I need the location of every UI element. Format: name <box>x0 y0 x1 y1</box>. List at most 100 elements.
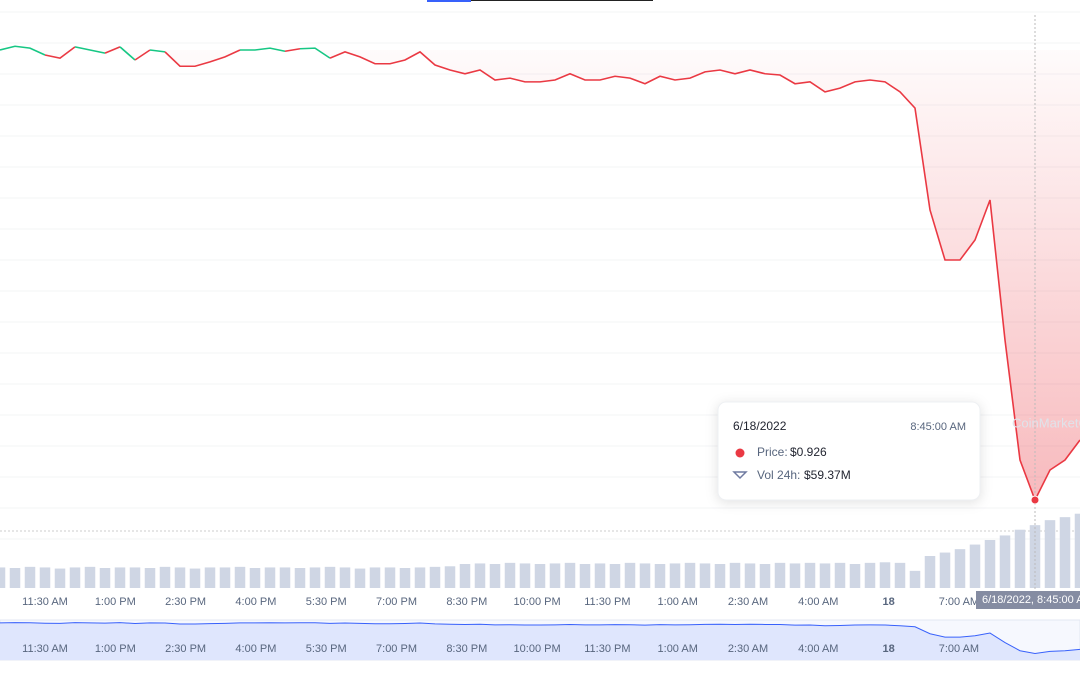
nav-tick-label: 11:30 AM <box>22 643 68 655</box>
nav-tick-label: 5:30 PM <box>306 643 347 655</box>
volume-bar <box>1074 513 1080 588</box>
crosshair-label: 6/18/2022, 8:45:00 AM <box>982 594 1080 606</box>
volume-bar <box>954 549 966 588</box>
volume-bar <box>69 567 81 588</box>
volume-bar <box>999 535 1011 588</box>
volume-bar <box>1014 529 1026 588</box>
volume-bar <box>264 567 276 588</box>
volume-bar <box>759 564 771 588</box>
volume-bar <box>324 566 336 588</box>
price-line <box>74 46 106 54</box>
volume-bar <box>309 567 321 588</box>
volume-bar <box>909 570 921 588</box>
tooltip-vol-icon <box>732 471 748 480</box>
price-line <box>149 49 166 53</box>
nav-tick-label: 11:30 PM <box>584 643 630 655</box>
volume-bar <box>519 563 531 588</box>
x-tick-label: 18 <box>882 596 894 608</box>
volume-bar <box>534 564 546 588</box>
volume-bar <box>819 563 831 588</box>
tab-bar <box>471 0 653 1</box>
price-line <box>329 50 1080 502</box>
volume-bar <box>414 567 426 588</box>
volume-bar <box>84 566 96 588</box>
volume-bar <box>864 562 876 588</box>
volume-bar <box>579 564 591 588</box>
tooltip-box <box>717 401 981 501</box>
price-line <box>119 46 136 61</box>
volume-bar <box>459 564 471 588</box>
volume-bar <box>744 563 756 588</box>
nav-tick-label: 4:00 PM <box>235 643 276 655</box>
price-line <box>0 45 46 56</box>
volume-bar <box>669 563 681 588</box>
nav-tick-label: 7:00 PM <box>376 643 417 655</box>
volume-bar <box>564 562 576 588</box>
tooltip-date: 6/18/2022 <box>733 419 787 433</box>
volume-bar <box>159 566 171 588</box>
price-line <box>240 47 286 53</box>
x-tick-label: 8:30 PM <box>446 596 487 608</box>
volume-bar <box>849 564 861 588</box>
volume-bar <box>969 544 981 588</box>
volume-bar <box>219 567 231 588</box>
volume-bar <box>204 567 216 588</box>
watermark: CoinMarketCap <box>1012 415 1080 430</box>
nav-tick-label: 4:00 AM <box>798 643 838 655</box>
volume-bar <box>174 567 186 588</box>
navigator-line <box>0 622 1080 654</box>
volume-bar <box>879 562 891 588</box>
volume-bar <box>294 568 306 588</box>
tooltip: 6/18/2022 8:45:00 AM Price: $0.926 Vol 2… <box>717 401 981 501</box>
nav-tick-label: 7:00 AM <box>939 643 979 655</box>
price-line <box>284 47 301 53</box>
x-tick-label: 11:30 PM <box>584 596 630 608</box>
volume-bar <box>114 567 126 588</box>
volume-bar <box>489 564 501 588</box>
tooltip-vol: $59.37M <box>804 468 851 482</box>
volume-bar <box>429 566 441 588</box>
x-tick-label: 10:00 PM <box>514 596 561 608</box>
price-line <box>134 49 151 61</box>
volume-bar <box>0 567 6 588</box>
volume-bar <box>144 568 156 588</box>
tooltip-price-label: Price: <box>757 445 788 459</box>
volume-bar <box>234 566 246 588</box>
volume-bar <box>804 562 816 588</box>
volume-bar <box>1044 520 1056 588</box>
volume-bar <box>729 562 741 588</box>
volume-bar <box>54 568 66 588</box>
nav-tick-label: 1:00 PM <box>95 643 136 655</box>
volume-bar <box>699 563 711 588</box>
volume-bar <box>1059 517 1071 588</box>
x-tick-label: 4:00 PM <box>235 596 276 608</box>
volume-bar <box>384 567 396 588</box>
nav-tick-label: 1:00 AM <box>658 643 698 655</box>
nav-tick-label: 10:00 PM <box>514 643 561 655</box>
x-tick-label: 2:30 PM <box>165 596 206 608</box>
volume-bar <box>774 562 786 588</box>
volume-bar <box>939 552 951 588</box>
price-line <box>299 47 331 59</box>
volume-bar <box>654 564 666 588</box>
volume-bar <box>249 568 261 588</box>
volume-bar <box>9 568 21 588</box>
x-tick-label: 2:30 AM <box>728 596 768 608</box>
x-tick-label: 7:00 PM <box>376 596 417 608</box>
volume-bar <box>894 562 906 588</box>
volume-bar <box>474 563 486 588</box>
hover-dot <box>1030 495 1040 505</box>
volume-bar <box>399 568 411 588</box>
x-tick-label: 11:30 AM <box>22 596 68 608</box>
nav-tick-label: 18 <box>882 643 894 655</box>
navigator-area <box>0 622 1080 660</box>
volume-bar <box>714 564 726 588</box>
tooltip-price: $0.926 <box>790 445 827 459</box>
volume-bar <box>609 564 621 588</box>
nav-tick-label: 2:30 AM <box>728 643 768 655</box>
x-tick-label: 1:00 PM <box>95 596 136 608</box>
volume-bar <box>984 540 996 588</box>
tooltip-vol-label: Vol 24h: <box>757 468 800 482</box>
x-tick-label: 1:00 AM <box>658 596 698 608</box>
